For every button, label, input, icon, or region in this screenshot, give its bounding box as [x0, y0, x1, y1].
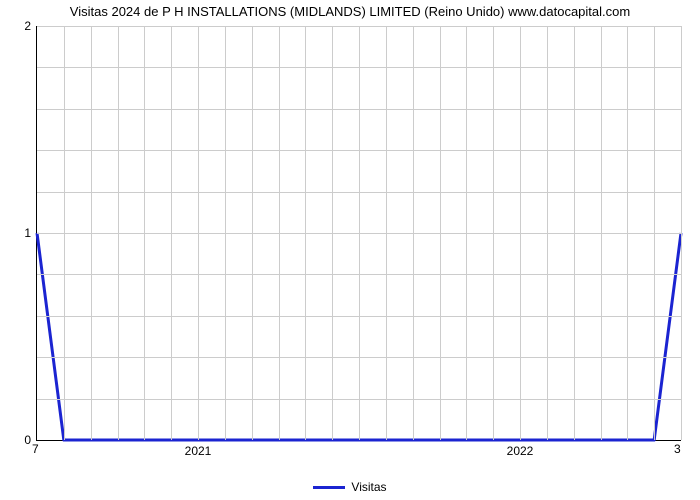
gridline-v [413, 26, 414, 440]
gridline-v [118, 26, 119, 440]
gridline-v [64, 26, 65, 440]
corner-label-bottom-left: 7 [32, 442, 39, 456]
gridline-v [198, 26, 199, 440]
x-tick-label: 2022 [507, 444, 534, 458]
y-tick-label: 0 [24, 433, 31, 447]
x-tick-label: 2021 [185, 444, 212, 458]
y-tick-label: 1 [24, 226, 31, 240]
gridline-v [279, 26, 280, 440]
chart-title: Visitas 2024 de P H INSTALLATIONS (MIDLA… [0, 4, 700, 19]
gridline-v [386, 26, 387, 440]
gridline-v [171, 26, 172, 440]
corner-label-bottom-right: 3 [674, 442, 681, 456]
gridline-v [574, 26, 575, 440]
y-tick-label: 2 [24, 19, 31, 33]
gridline-v [252, 26, 253, 440]
legend-swatch [313, 486, 345, 489]
gridline-v [681, 26, 682, 440]
gridline-v [91, 26, 92, 440]
gridline-v [440, 26, 441, 440]
gridline-v [520, 26, 521, 440]
gridline-v [601, 26, 602, 440]
gridline-v [466, 26, 467, 440]
legend: Visitas [0, 480, 700, 494]
legend-label: Visitas [351, 480, 386, 494]
gridline-v [225, 26, 226, 440]
chart-container: Visitas 2024 de P H INSTALLATIONS (MIDLA… [0, 0, 700, 500]
gridline-v [332, 26, 333, 440]
gridline-v [305, 26, 306, 440]
gridline-v [144, 26, 145, 440]
gridline-v [627, 26, 628, 440]
plot-area: 01220212022 [36, 26, 681, 441]
gridline-v [654, 26, 655, 440]
gridline-v [493, 26, 494, 440]
gridline-v [359, 26, 360, 440]
gridline-v [547, 26, 548, 440]
